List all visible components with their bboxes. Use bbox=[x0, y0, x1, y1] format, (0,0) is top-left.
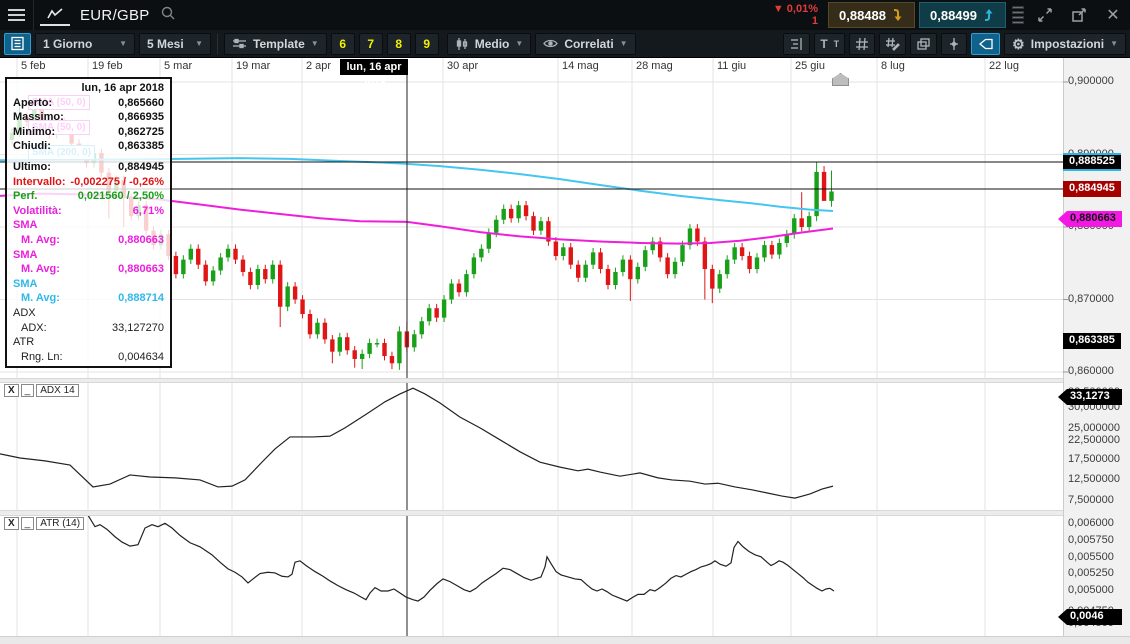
gear-icon: ⚙ bbox=[1012, 37, 1025, 51]
grid-edit-button[interactable] bbox=[879, 33, 906, 55]
chevron-down-icon: ▼ bbox=[515, 39, 523, 48]
tooltip-row: Rng. Ln:0,004634 bbox=[7, 350, 170, 365]
axis-labels-icon bbox=[789, 37, 804, 51]
bottom-scroll-strip[interactable] bbox=[0, 636, 1130, 644]
atr-panel-controls: X _ ATR (14) bbox=[4, 517, 84, 530]
tooltip-row: ADX bbox=[7, 306, 170, 321]
search-icon[interactable] bbox=[160, 5, 176, 26]
settings-dropdown[interactable]: ⚙ Impostazioni▼ bbox=[1004, 33, 1126, 55]
chevron-down-icon: ▼ bbox=[195, 39, 203, 48]
quick-button-8[interactable]: 8 bbox=[387, 33, 411, 55]
arrow-down-icon bbox=[892, 8, 904, 22]
instrument-chart-icon[interactable] bbox=[40, 4, 70, 26]
change-indicator: ▼ 0,01% 1 bbox=[773, 3, 818, 27]
panel-separator[interactable] bbox=[0, 378, 1063, 383]
tooltip-row: M. Avg:0,880663 bbox=[7, 262, 170, 277]
tooltip-row: Aperto:0,865660 bbox=[7, 96, 170, 111]
arrow-up-icon bbox=[983, 8, 995, 22]
chevron-down-icon: ▼ bbox=[1110, 39, 1118, 48]
tooltip-row: M. Avg:0,880663 bbox=[7, 233, 170, 248]
grid-icon bbox=[855, 37, 869, 51]
buy-price: 0,88499 bbox=[930, 8, 977, 23]
tooltip-row: Chiudi:0,863385 bbox=[7, 139, 170, 154]
quick-button-9[interactable]: 9 bbox=[415, 33, 439, 55]
menu-icon[interactable] bbox=[0, 0, 34, 30]
panel-separator[interactable] bbox=[0, 510, 1063, 516]
down-triangle-icon: ▼ bbox=[773, 3, 784, 15]
correlati-dropdown[interactable]: Correlati▼ bbox=[535, 33, 635, 55]
quick-button-7[interactable]: 7 bbox=[359, 33, 383, 55]
tooltip-row: M. Avg:0,888714 bbox=[7, 291, 170, 306]
depth-ladder-icon[interactable] bbox=[1012, 3, 1024, 27]
tooltip-row: Minimo:0,862725 bbox=[7, 125, 170, 140]
tooltip-row: Volatilità:6,71% bbox=[7, 204, 170, 219]
price-tag-button[interactable] bbox=[971, 33, 1000, 55]
template-dropdown[interactable]: Template▼ bbox=[224, 33, 327, 55]
chevron-down-icon: ▼ bbox=[620, 39, 628, 48]
sell-price: 0,88488 bbox=[839, 8, 886, 23]
atr-close-button[interactable]: X bbox=[4, 517, 19, 530]
atr-minimize-button[interactable]: _ bbox=[21, 517, 35, 530]
tooltip-row: Ultimo:0,884945 bbox=[7, 160, 170, 175]
crosshair-button[interactable] bbox=[941, 33, 967, 55]
candlestick-icon bbox=[455, 37, 469, 51]
tooltip-row: SMA bbox=[7, 218, 170, 233]
adx-close-button[interactable]: X bbox=[4, 384, 19, 397]
adx-panel-label: ADX 14 bbox=[36, 384, 78, 397]
tooltip-row: lun, 16 apr 2018 bbox=[7, 81, 170, 96]
chart-type-dropdown[interactable]: Medio▼ bbox=[447, 33, 532, 55]
tooltip-row: SMA bbox=[7, 277, 170, 292]
atr-panel-label: ATR (14) bbox=[36, 517, 84, 530]
price-axis-gutter[interactable] bbox=[1063, 58, 1130, 644]
price-tag-icon bbox=[977, 37, 994, 51]
adx-minimize-button[interactable]: _ bbox=[21, 384, 35, 397]
close-icon[interactable]: ✕ bbox=[1098, 3, 1128, 27]
grid-pencil-icon bbox=[885, 37, 900, 51]
title-bar: EUR/GBP ▼ 0,01% 1 0,88488 0,88499 bbox=[0, 0, 1130, 30]
data-tooltip: lun, 16 apr 2018Aperto:0,865660Massimo:0… bbox=[5, 77, 172, 368]
eye-icon bbox=[543, 38, 558, 49]
chart-toolbar: 1 Giorno▼ 5 Mesi▼ Template▼ 6 7 8 9 Medi… bbox=[0, 30, 1130, 58]
tooltip-row: Massimo:0,866935 bbox=[7, 110, 170, 125]
journal-button[interactable] bbox=[4, 33, 31, 55]
text-tool-button[interactable]: TT bbox=[814, 33, 845, 55]
crosshair-icon bbox=[947, 37, 961, 51]
windows-icon bbox=[916, 37, 931, 51]
chevron-down-icon: ▼ bbox=[311, 39, 319, 48]
trading-app-window: EUR/GBP ▼ 0,01% 1 0,88488 0,88499 bbox=[0, 0, 1130, 644]
grid-button[interactable] bbox=[849, 33, 875, 55]
tooltip-row: Perf.0,021560 / 2,50% bbox=[7, 189, 170, 204]
tooltip-row: Intervallo:-0,002275 / -0,26% bbox=[7, 175, 170, 190]
sell-price-button[interactable]: 0,88488 bbox=[828, 2, 915, 28]
quick-button-6[interactable]: 6 bbox=[331, 33, 355, 55]
range-dropdown[interactable]: 5 Mesi▼ bbox=[139, 33, 211, 55]
timeframe-dropdown[interactable]: 1 Giorno▼ bbox=[35, 33, 135, 55]
axis-labels-button[interactable] bbox=[783, 33, 810, 55]
sliders-icon bbox=[232, 37, 247, 50]
adx-panel-controls: X _ ADX 14 bbox=[4, 384, 79, 397]
instrument-title: EUR/GBP bbox=[80, 7, 150, 24]
tooltip-row: SMA bbox=[7, 248, 170, 263]
tooltip-row: ADX:33,127270 bbox=[7, 321, 170, 336]
windows-button[interactable] bbox=[910, 33, 937, 55]
buy-price-button[interactable]: 0,88499 bbox=[919, 2, 1006, 28]
chevron-down-icon: ▼ bbox=[119, 39, 127, 48]
expand-icon[interactable] bbox=[1030, 3, 1060, 27]
tooltip-row: ATR bbox=[7, 335, 170, 350]
popout-icon[interactable] bbox=[1064, 3, 1094, 27]
